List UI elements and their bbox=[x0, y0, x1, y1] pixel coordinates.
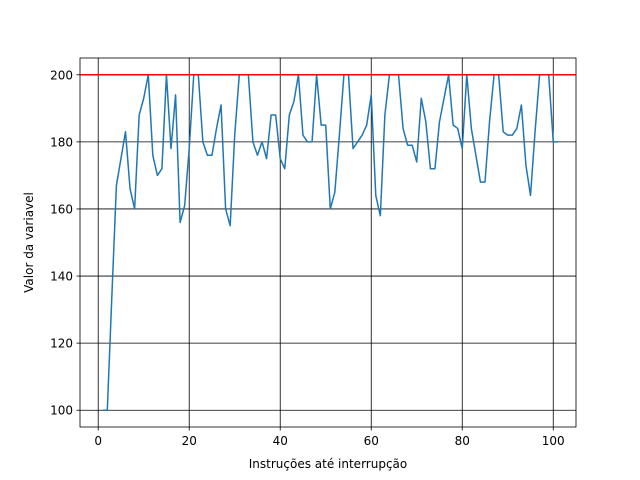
x-tick-label: 100 bbox=[542, 434, 565, 448]
y-tick-label: 200 bbox=[50, 68, 73, 82]
data-series bbox=[102, 74, 558, 411]
y-tick-label: 140 bbox=[50, 270, 73, 284]
x-tick-label: 80 bbox=[455, 434, 470, 448]
x-tick-label: 60 bbox=[364, 434, 379, 448]
y-tick-label: 160 bbox=[50, 202, 73, 216]
y-tick-label: 100 bbox=[50, 404, 73, 418]
x-tick-label: 20 bbox=[182, 434, 197, 448]
x-axis-label: Instruções até interrupção bbox=[249, 457, 407, 471]
series-line bbox=[102, 74, 558, 411]
y-tick-label: 120 bbox=[50, 337, 73, 351]
y-axis-label: Valor da variavel bbox=[22, 192, 36, 293]
y-tick-label: 180 bbox=[50, 135, 73, 149]
x-tick-label: 0 bbox=[94, 434, 102, 448]
x-tick-label: 40 bbox=[273, 434, 288, 448]
y-axis-ticks: 100 120 140 160 180 200 bbox=[50, 68, 80, 418]
plot-area bbox=[80, 58, 576, 427]
x-axis-ticks: 0 20 40 60 80 100 bbox=[94, 427, 565, 448]
axes-frame bbox=[79, 57, 577, 428]
